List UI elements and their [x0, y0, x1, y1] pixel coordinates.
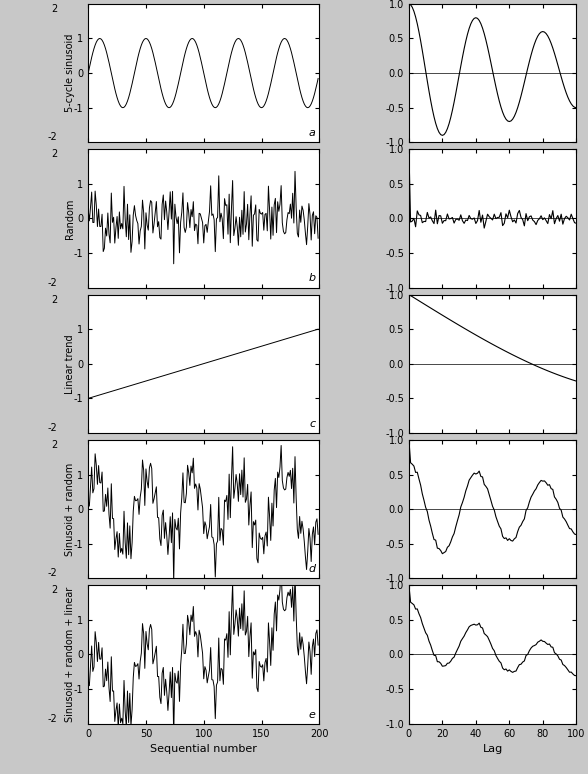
Text: -2: -2 — [48, 714, 58, 724]
Text: -2: -2 — [48, 132, 58, 142]
Y-axis label: 5-cycle sinusoid: 5-cycle sinusoid — [65, 34, 75, 112]
Y-axis label: Linear trend: Linear trend — [65, 334, 75, 394]
X-axis label: Sequential number: Sequential number — [151, 744, 257, 754]
Text: b: b — [309, 273, 316, 283]
Text: 2: 2 — [51, 4, 58, 14]
Text: 2: 2 — [51, 585, 58, 595]
Text: a: a — [309, 128, 316, 138]
Text: e: e — [309, 710, 316, 720]
Y-axis label: Random: Random — [65, 198, 75, 238]
Text: 2: 2 — [51, 295, 58, 304]
Text: c: c — [310, 419, 316, 429]
Text: 2: 2 — [51, 149, 58, 159]
Text: -2: -2 — [48, 423, 58, 433]
Text: -2: -2 — [48, 568, 58, 578]
Y-axis label: Sinusoid + random: Sinusoid + random — [65, 463, 75, 556]
X-axis label: Lag: Lag — [482, 744, 503, 754]
Text: 2: 2 — [51, 440, 58, 450]
Text: -2: -2 — [48, 278, 58, 288]
Text: d: d — [309, 564, 316, 574]
Y-axis label: Sinusoid + random + linear: Sinusoid + random + linear — [65, 587, 75, 722]
